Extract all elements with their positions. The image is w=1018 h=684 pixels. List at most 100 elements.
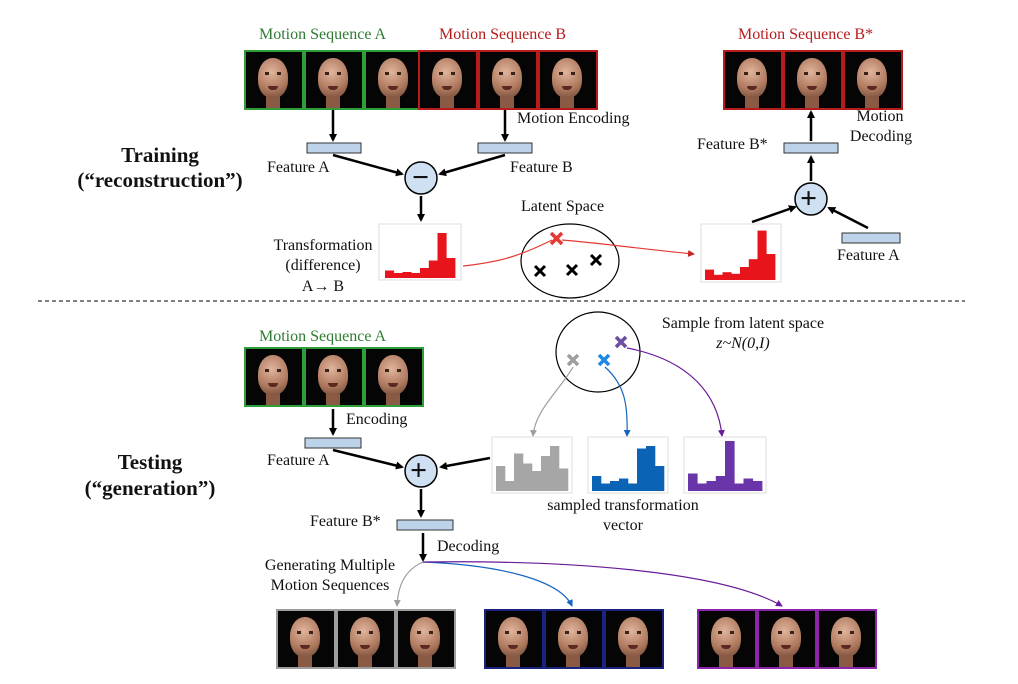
feature-a-bar — [306, 142, 362, 154]
histogram-bar — [532, 471, 542, 491]
train-seq-bstar-label: Motion Sequence B* — [738, 26, 874, 43]
generating-label-2: Motion Sequences — [270, 577, 390, 594]
feat-a-to-minus — [332, 153, 404, 177]
histogram-bar — [705, 269, 715, 280]
latent-to-recon-curve — [561, 239, 695, 257]
feature-a-label: Feature A — [267, 159, 330, 176]
test-feature-bstar-label: Feature B* — [310, 513, 381, 530]
hist-recon-bars — [705, 230, 776, 280]
testing-title-1: Testing — [117, 450, 183, 474]
histogram-bar — [688, 473, 698, 491]
hist-gray-bars — [496, 446, 569, 491]
frame-image — [244, 347, 304, 407]
frame-image — [817, 609, 877, 669]
feat-b-to-minus — [438, 153, 506, 177]
frame-image — [336, 609, 396, 669]
histogram-bar — [505, 481, 515, 491]
gen-purple-frames — [697, 609, 877, 669]
latent-space-label: Latent Space — [521, 198, 605, 215]
histogram-bar — [420, 268, 430, 278]
sample-point-purple — [614, 335, 628, 349]
test-feature-a-label: Feature A — [267, 452, 330, 469]
gray-sample-curve — [529, 366, 574, 437]
frame-image — [478, 50, 538, 110]
histogram-bar — [748, 259, 758, 280]
histogram-bar — [713, 274, 723, 280]
sample-label-1: Sample from latent space — [661, 315, 825, 332]
test-hist-to-plus — [439, 456, 491, 470]
histogram-bar — [496, 466, 506, 491]
frame-image — [244, 50, 304, 110]
frame-image — [538, 50, 598, 110]
hist-to-plus — [751, 205, 797, 224]
frame-image — [783, 50, 843, 110]
frame-image — [757, 609, 817, 669]
frame-image — [484, 609, 544, 669]
histogram-bar — [385, 270, 395, 278]
training-title-1: Training — [121, 143, 199, 167]
histogram-bar — [734, 483, 744, 491]
frame-image — [304, 347, 364, 407]
histogram-bar — [559, 468, 569, 491]
gen-blue-frames — [484, 609, 664, 669]
plus-node-train — [794, 182, 828, 216]
plus-symbol-test: + — [410, 454, 428, 487]
histogram-bar — [601, 483, 611, 491]
purple-sample-curve — [626, 347, 725, 437]
histogram-bar — [619, 478, 629, 491]
histogram-bar — [697, 483, 707, 491]
feature-a-right-label: Feature A — [837, 247, 900, 264]
hist-purple-bars — [688, 441, 763, 491]
histogram-bar — [411, 273, 421, 278]
histogram-bar — [550, 446, 560, 491]
histogram-bar — [637, 448, 647, 491]
test-feature-bstar-bar — [396, 519, 454, 531]
histogram-bar — [592, 476, 602, 491]
latent-space-circle — [520, 223, 620, 299]
training-title-2: (“reconstruction”) — [77, 168, 243, 192]
minus-symbol: − — [412, 161, 430, 194]
frame-image — [544, 609, 604, 669]
histogram-bar — [514, 453, 524, 491]
sampled-label-2: vector — [603, 517, 643, 534]
test-seq-a-frames — [244, 347, 424, 407]
histogram-bar — [446, 258, 456, 278]
latent-point-2 — [565, 263, 579, 277]
sampled-label-1: sampled transformation — [547, 497, 699, 514]
train-seq-b-label: Motion Sequence B — [439, 26, 567, 43]
feature-bstar-label: Feature B* — [697, 136, 768, 153]
histogram-bar — [725, 441, 735, 491]
histogram-bar — [715, 476, 726, 491]
frame-image — [697, 609, 757, 669]
feature-bstar-bar — [783, 142, 839, 154]
gen-blue-curve — [422, 561, 573, 607]
histogram-bar — [740, 267, 750, 280]
frame-image — [843, 50, 903, 110]
frame-image — [276, 609, 336, 669]
latent-point-3 — [589, 253, 603, 267]
histogram-bar — [541, 456, 551, 491]
histogram-bar — [523, 463, 533, 491]
train-seq-b-frames — [418, 50, 598, 110]
plus-symbol-train: + — [800, 182, 818, 215]
train-seq-a-label: Motion Sequence A — [259, 26, 387, 43]
histogram-bar — [757, 230, 767, 280]
histogram-bar — [706, 481, 717, 491]
histogram-bar — [743, 478, 754, 491]
frame-image — [723, 50, 783, 110]
test-seq-a-label: Motion Sequence A — [259, 328, 387, 345]
motion-decoding-label-1: Motion — [856, 108, 904, 125]
encoding-label: Encoding — [346, 411, 408, 428]
gen-gray-frames — [276, 609, 456, 669]
test-feature-a-bar — [304, 437, 362, 449]
feature-a-right-bar — [841, 232, 901, 244]
frame-image — [418, 50, 478, 110]
hist-blue-bars — [592, 446, 665, 491]
histogram-bar — [402, 272, 412, 278]
histogram-bar — [731, 273, 741, 280]
frame-image — [604, 609, 664, 669]
hist-diff-bars — [385, 233, 456, 278]
testing-title-2: (“generation”) — [84, 476, 216, 500]
